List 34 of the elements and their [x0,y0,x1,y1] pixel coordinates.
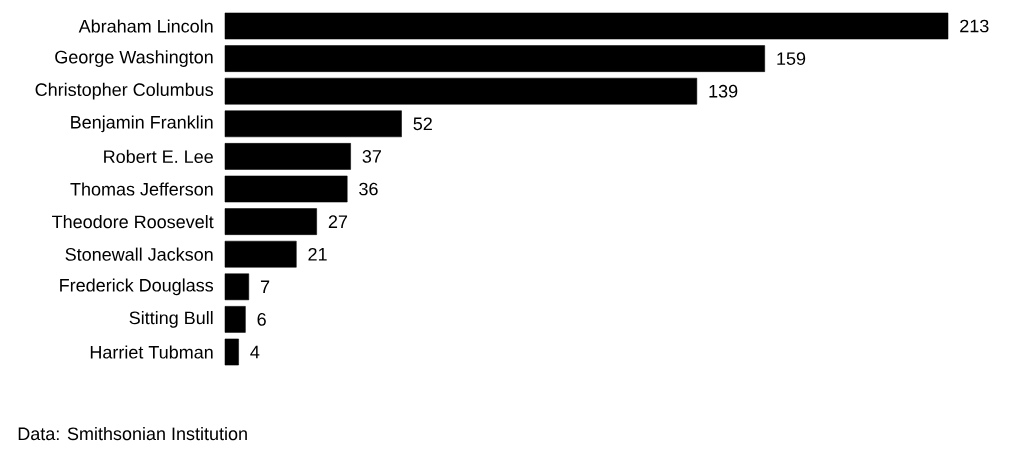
y-tick-label: Thomas Jefferson [70,182,213,196]
bar [224,175,348,203]
data-label: 37 [362,150,381,163]
data-label: 139 [709,84,738,98]
y-tick-label: Theodore Roosevelt [52,214,214,229]
bar [224,143,351,170]
bar [224,240,297,268]
y-tick-label: Sitting Bull [129,311,213,328]
bar [224,110,402,138]
data-label: 52 [413,117,432,131]
y-tick-label: Frederick Douglass [60,278,214,296]
data-label: 27 [328,215,348,228]
data-label: 36 [359,182,378,196]
y-tick-label: Stonewall Jackson [65,247,213,261]
bar [224,273,250,301]
data-label: 6 [257,313,266,326]
data-label: 159 [777,52,806,65]
data-label: 21 [308,247,327,261]
y-tick-label: Benjamin Franklin [71,115,213,133]
data-label: 7 [260,280,270,293]
y-tick-label: Robert E. Lee [104,149,213,163]
y-tick-label: Christopher Columbus [35,82,214,100]
text: Data: Smithsonian Institution [18,426,247,441]
data-label: 213 [960,19,989,33]
bar [224,338,239,366]
bar [224,77,698,105]
y-tick-label: Abraham Lincoln [78,19,213,33]
bar [224,208,317,235]
y-tick-label: Harriet Tubman [90,345,213,359]
bar [224,306,246,333]
bar [224,45,765,72]
bar [224,12,949,40]
y-tick-label: George Washington [55,50,213,67]
data-label: 4 [250,345,260,359]
